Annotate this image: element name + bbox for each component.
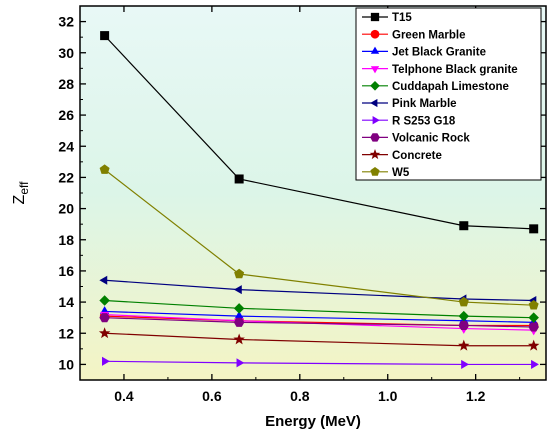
x-tick-label: 1.2 bbox=[466, 388, 486, 404]
x-tick-label: 0.6 bbox=[202, 388, 222, 404]
legend-label: Cuddapah Limestone bbox=[392, 81, 509, 93]
data-point bbox=[98, 327, 111, 339]
x-tick-label: 0.4 bbox=[114, 388, 134, 404]
legend-marker bbox=[370, 12, 380, 22]
series-cuddapah-limestone bbox=[99, 295, 539, 323]
y-tick-label: 28 bbox=[58, 76, 74, 92]
data-point bbox=[527, 339, 540, 351]
data-point bbox=[461, 359, 470, 369]
legend-item: Volcanic Rock bbox=[362, 133, 470, 145]
data-point bbox=[458, 310, 470, 322]
data-point bbox=[233, 285, 242, 295]
legend-item: Cuddapah Limestone bbox=[362, 80, 509, 93]
y-tick-label: 10 bbox=[58, 356, 74, 372]
series-t15 bbox=[100, 31, 539, 234]
series-line bbox=[104, 315, 534, 327]
series-volcanic-rock bbox=[99, 313, 539, 332]
legend-marker bbox=[370, 29, 380, 39]
data-point bbox=[458, 296, 469, 307]
data-point bbox=[528, 312, 539, 323]
legend-label: R S253 G18 bbox=[392, 115, 456, 127]
data-point bbox=[531, 359, 539, 369]
y-tick-label: 20 bbox=[58, 201, 74, 217]
y-axis-title: Zeff bbox=[11, 181, 31, 205]
legend-marker bbox=[370, 98, 378, 108]
legend-item: Telphone Black granite bbox=[362, 64, 518, 76]
legend-item: R S253 G18 bbox=[362, 115, 456, 127]
data-point bbox=[100, 31, 110, 41]
series-line bbox=[104, 313, 534, 331]
data-point bbox=[528, 299, 539, 310]
legend-item: W5 bbox=[362, 166, 410, 179]
data-point bbox=[101, 356, 110, 366]
y-tick-label: 30 bbox=[58, 45, 74, 61]
legend-label: W5 bbox=[392, 167, 410, 179]
data-point bbox=[99, 295, 110, 306]
y-tick-label: 24 bbox=[58, 138, 74, 154]
data-point bbox=[236, 358, 245, 368]
y-axis-title-subscript: eff bbox=[17, 181, 31, 195]
data-point bbox=[459, 221, 469, 231]
legend: T15 Green Marble Jet Black Granite Telphone… bbox=[355, 7, 542, 181]
legend-marker bbox=[369, 149, 381, 160]
series-line bbox=[104, 35, 534, 230]
legend-item: Concrete bbox=[362, 149, 442, 162]
series-line bbox=[104, 279, 534, 302]
data-point bbox=[233, 317, 245, 327]
legend-marker bbox=[370, 80, 380, 91]
x-tick-label: 0.8 bbox=[290, 388, 310, 404]
data-point bbox=[234, 310, 244, 319]
legend-label: Telphone Black granite bbox=[392, 64, 518, 76]
legend-marker bbox=[370, 133, 380, 142]
y-axis-title-base: Z bbox=[11, 194, 28, 204]
y-tick-label: 22 bbox=[58, 169, 74, 185]
legend-label: T15 bbox=[392, 12, 412, 24]
legend-item: Pink Marble bbox=[362, 98, 457, 110]
data-point bbox=[99, 275, 108, 285]
data-point bbox=[528, 322, 539, 332]
legend-item: Jet Black Granite bbox=[362, 46, 486, 59]
series-line bbox=[104, 299, 534, 319]
series-w5 bbox=[99, 164, 539, 310]
legend-marker bbox=[370, 166, 380, 176]
legend-label: Jet Black Granite bbox=[392, 47, 486, 59]
data-point bbox=[458, 320, 470, 330]
data-point bbox=[233, 303, 245, 314]
series-pink-marble bbox=[99, 275, 537, 306]
y-tick-label: 26 bbox=[58, 107, 74, 123]
legend-marker bbox=[372, 116, 380, 125]
data-point bbox=[99, 164, 110, 174]
legend-label: Pink Marble bbox=[392, 98, 457, 110]
y-tick-label: 16 bbox=[58, 263, 74, 279]
legend-item: T15 bbox=[362, 12, 412, 24]
x-axis-title: Energy (MeV) bbox=[265, 413, 361, 430]
data-point bbox=[233, 333, 245, 345]
x-tick-label: 1.0 bbox=[378, 388, 398, 404]
series-line bbox=[104, 360, 534, 366]
legend-marker bbox=[370, 66, 380, 74]
legend-item: Green Marble bbox=[362, 29, 466, 41]
y-tick-label: 32 bbox=[58, 14, 74, 30]
data-point bbox=[458, 339, 470, 351]
legend-label: Volcanic Rock bbox=[392, 133, 470, 145]
data-point bbox=[234, 268, 245, 279]
data-point bbox=[529, 224, 539, 234]
data-point bbox=[99, 313, 110, 323]
legend-label: Concrete bbox=[392, 150, 442, 162]
legend-marker bbox=[370, 46, 380, 54]
series-line bbox=[104, 317, 534, 328]
legend-box bbox=[355, 7, 542, 181]
legend-label: Green Marble bbox=[392, 29, 466, 41]
series-line bbox=[104, 310, 534, 323]
y-tick-label: 14 bbox=[58, 294, 74, 310]
series-line bbox=[104, 332, 534, 347]
y-tick-label: 18 bbox=[58, 232, 74, 248]
data-point bbox=[234, 174, 244, 184]
series-line bbox=[104, 169, 534, 306]
series-concrete bbox=[98, 327, 540, 351]
y-tick-label: 12 bbox=[58, 325, 74, 341]
series-r-s253-g18 bbox=[101, 356, 539, 369]
